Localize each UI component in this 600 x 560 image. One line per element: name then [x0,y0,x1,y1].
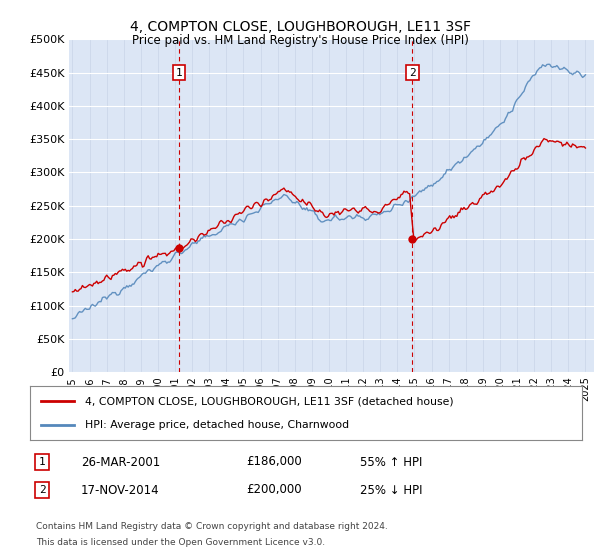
Text: HPI: Average price, detached house, Charnwood: HPI: Average price, detached house, Char… [85,419,349,430]
Text: Contains HM Land Registry data © Crown copyright and database right 2024.: Contains HM Land Registry data © Crown c… [36,522,388,531]
Text: This data is licensed under the Open Government Licence v3.0.: This data is licensed under the Open Gov… [36,538,325,547]
Text: 4, COMPTON CLOSE, LOUGHBOROUGH, LE11 3SF (detached house): 4, COMPTON CLOSE, LOUGHBOROUGH, LE11 3SF… [85,396,454,407]
Text: 4, COMPTON CLOSE, LOUGHBOROUGH, LE11 3SF: 4, COMPTON CLOSE, LOUGHBOROUGH, LE11 3SF [130,20,470,34]
Text: 1: 1 [38,457,46,467]
Text: £186,000: £186,000 [246,455,302,469]
Text: 1: 1 [176,68,182,77]
Text: £200,000: £200,000 [246,483,302,497]
Text: 2: 2 [38,485,46,495]
Text: Price paid vs. HM Land Registry's House Price Index (HPI): Price paid vs. HM Land Registry's House … [131,34,469,46]
Text: 2: 2 [409,68,416,77]
Text: 25% ↓ HPI: 25% ↓ HPI [360,483,422,497]
Text: 17-NOV-2014: 17-NOV-2014 [81,483,160,497]
Text: 55% ↑ HPI: 55% ↑ HPI [360,455,422,469]
Text: 26-MAR-2001: 26-MAR-2001 [81,455,160,469]
